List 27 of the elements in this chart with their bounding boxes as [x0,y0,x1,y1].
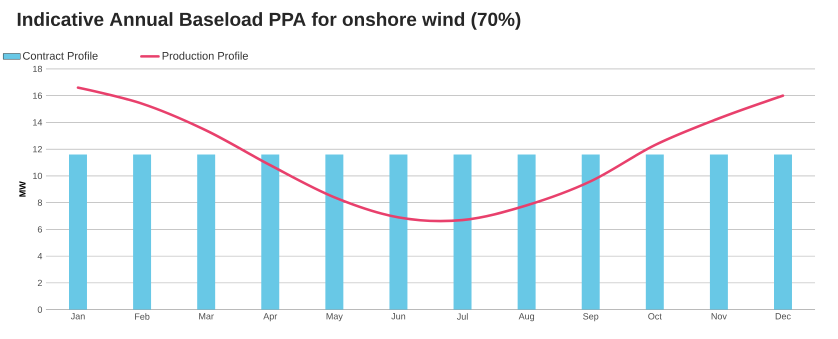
y-tick-label: 0 [38,306,42,314]
x-tick-label: Dec [776,313,791,320]
chart-title: Indicative Annual Baseload PPA for onshore wind (70%) [18,12,520,30]
y-tick-label: 14 [33,120,42,126]
y-tick-label: 6 [38,226,42,233]
x-tick-label: May [326,313,343,322]
line-series [76,86,784,223]
x-tick-label: Oct [648,313,662,320]
x-tick-label: Aug [518,313,534,322]
x-tick-label: Sep [583,313,598,322]
y-axis-title: MW [19,181,26,197]
x-tick-label: Feb [135,313,150,320]
x-tick-label: Jun [391,313,406,320]
x-tick-label: Jan [70,313,85,320]
legend-label: Production Profile [162,52,248,60]
x-tick-label: Apr [263,313,278,322]
y-tick-label: 4 [38,253,42,260]
y-tick-label: 8 [38,200,42,206]
legend-label: Contract Profile [23,52,98,60]
y-tick-label: 2 [38,280,42,286]
x-tick-label: Nov [712,313,727,320]
y-tick-label: 10 [33,172,42,180]
x-tick-label: Mar [199,313,214,320]
x-tick-label: Jul [456,313,468,320]
y-tick-label: 12 [33,146,42,152]
y-tick-label: 18 [33,66,42,72]
y-tick-label: 16 [33,92,42,100]
